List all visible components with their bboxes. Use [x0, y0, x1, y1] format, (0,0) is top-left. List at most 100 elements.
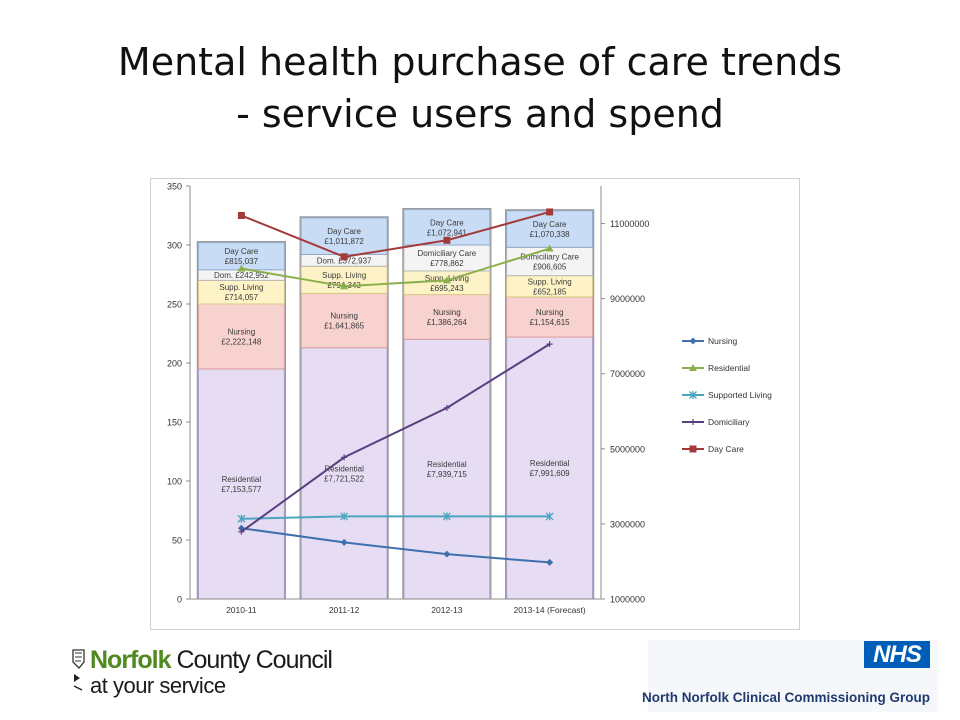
- line-point: [340, 282, 349, 290]
- bar-data-label: Domiciliary Care: [418, 249, 477, 258]
- bar-data-label: Residential: [324, 464, 364, 473]
- bar-data-label: Dom. £242,952: [214, 271, 269, 280]
- right-axis-tick-label: 3000000: [610, 519, 645, 529]
- x-tick-label: 2010-11: [226, 605, 257, 615]
- bar-data-label: Day Care: [224, 247, 258, 256]
- bar-segment: [403, 294, 491, 340]
- line-point: [689, 337, 697, 345]
- line-point: [689, 445, 697, 453]
- council-tagline: at your service: [90, 673, 226, 698]
- bar-data-label: £906,605: [533, 263, 567, 272]
- legend-label: Nursing: [708, 336, 738, 346]
- series-line: [241, 515, 550, 520]
- bar-data-label: Nursing: [330, 312, 358, 321]
- council-name: Norfolk County Council: [90, 646, 333, 674]
- x-tick-label: 2012-13: [431, 605, 462, 615]
- title-line-1: Mental health purchase of care trends: [117, 40, 843, 84]
- line-point: [340, 512, 349, 521]
- line-point: [237, 514, 246, 523]
- bar-data-label: Dom. £372,937: [317, 256, 372, 265]
- line-point: [443, 236, 451, 244]
- line-point: [341, 454, 348, 461]
- bar-data-label: £815,037: [225, 257, 259, 266]
- line-point: [546, 558, 554, 566]
- x-tick-label: 2013-14 (Forecast): [513, 605, 585, 615]
- line-point: [545, 244, 554, 252]
- bar-data-label: £1,641,865: [324, 322, 365, 331]
- bar-outline: [402, 208, 492, 600]
- line-point: [237, 264, 246, 272]
- bar-data-label: £1,154,615: [530, 318, 571, 327]
- bar-data-label: Day Care: [430, 218, 464, 227]
- bar-data-label: £7,991,609: [530, 469, 571, 478]
- line-point: [238, 528, 245, 535]
- series-line: [241, 247, 550, 288]
- line-point: [442, 276, 451, 284]
- series-line: [241, 210, 550, 258]
- bar-segment: [506, 246, 594, 277]
- ccg-name: North Norfolk Clinical Commissioning Gro…: [641, 690, 930, 705]
- ccg-logo: NHS North Norfolk Clinical Commissioning…: [642, 640, 938, 712]
- bar-segment: [197, 303, 285, 370]
- legend-label: Domiciliary: [708, 417, 750, 427]
- bar-data-label: Day Care: [327, 227, 361, 236]
- bar-data-label: Nursing: [433, 308, 461, 317]
- bar-data-label: Residential: [427, 460, 467, 469]
- bar-data-label: £2,222,148: [221, 337, 262, 346]
- bar-data-label: Supp. Living: [528, 277, 572, 286]
- title-line-2: - service users and spend: [236, 92, 724, 136]
- bar-segment: [300, 217, 388, 255]
- left-axis-tick-label: 0: [177, 595, 182, 605]
- series-line: [240, 343, 551, 533]
- line-point: [237, 212, 245, 219]
- bar-outline: [196, 241, 286, 600]
- left-axis-tick-label: 150: [167, 418, 182, 428]
- legend-label: Residential: [708, 363, 750, 373]
- mental-health-chart: 0 50 100 150 200 250 300 350 1000000 3000000 50000…: [150, 178, 800, 630]
- legend-label: Supported Living: [708, 390, 772, 400]
- line-point: [340, 538, 348, 546]
- bar-segment: [506, 296, 594, 338]
- series-line: [241, 527, 550, 564]
- slide-title: Mental health purchase of care trends - …: [0, 36, 960, 140]
- bar-data-label: £714,057: [225, 293, 259, 302]
- council-rest-words: County Council: [176, 646, 333, 674]
- bar-data-label: £778,862: [430, 259, 464, 268]
- bar-data-label: Residential: [530, 459, 570, 468]
- bar-segment: [403, 244, 491, 272]
- line-point: [443, 550, 451, 558]
- bar-data-label: £695,243: [430, 284, 464, 293]
- line-point: [689, 364, 697, 371]
- line-point: [442, 512, 451, 521]
- bar-data-label: £7,153,577: [221, 485, 262, 494]
- bar-data-label: Nursing: [228, 327, 256, 336]
- nhs-badge: NHS: [864, 641, 930, 668]
- right-axis-tick-label: 9000000: [610, 294, 645, 304]
- right-axis-tick-label: 7000000: [610, 369, 645, 379]
- left-axis-tick-label: 200: [167, 359, 182, 369]
- bar-segment: [506, 336, 594, 600]
- norfolk-county-council-logo: Norfolk County Council at your service: [70, 646, 333, 702]
- bar-segment: [506, 210, 594, 248]
- bar-data-label: £1,072,941: [427, 228, 468, 237]
- line-point: [689, 391, 697, 399]
- left-axis-tick-label: 50: [172, 536, 182, 546]
- x-tick-label: 2011-12: [329, 605, 360, 615]
- legend-label: Day Care: [708, 444, 744, 454]
- bar-data-label: £7,939,715: [427, 470, 468, 479]
- line-point: [546, 208, 554, 216]
- line-point: [546, 341, 553, 348]
- line-point: [340, 253, 348, 261]
- bar-data-label: Residential: [222, 475, 262, 484]
- line-point: [443, 404, 450, 411]
- bar-data-label: £1,386,264: [427, 318, 468, 327]
- left-axis-tick-label: 100: [167, 477, 182, 487]
- bar-data-label: £1,070,338: [530, 230, 571, 239]
- council-crest-icon: [72, 649, 85, 691]
- bar-outline: [299, 216, 389, 600]
- bar-data-label: Day Care: [533, 220, 567, 229]
- bar-data-label: Supp. Living: [219, 283, 263, 292]
- left-axis-tick-label: 350: [167, 182, 182, 192]
- bar-segment: [197, 368, 285, 600]
- bar-data-label: £652,185: [533, 287, 567, 296]
